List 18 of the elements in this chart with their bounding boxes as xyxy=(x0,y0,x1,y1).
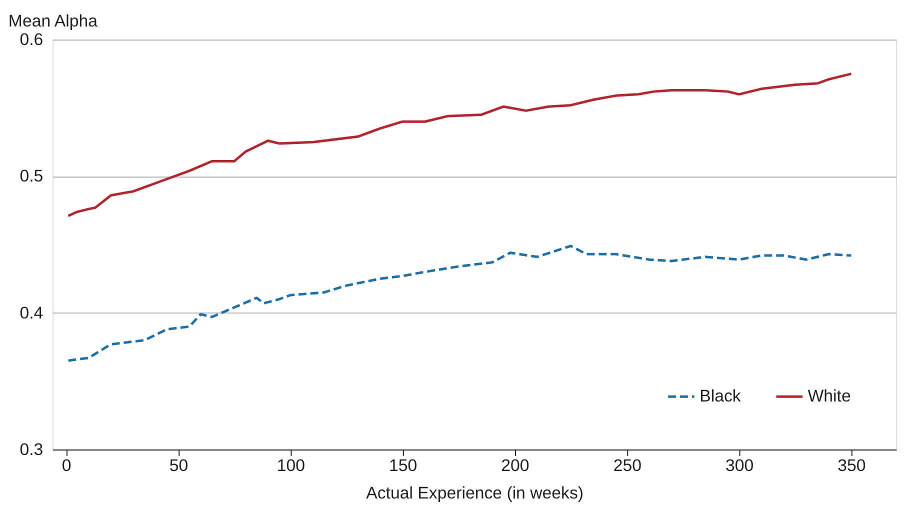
y-tick-label: 0.4 xyxy=(20,303,44,322)
x-axis-title: Actual Experience (in weeks) xyxy=(366,484,584,503)
x-tick-label: 50 xyxy=(169,456,188,475)
x-tick-label: 250 xyxy=(613,456,642,475)
y-axis-title: Mean Alpha xyxy=(8,11,98,30)
y-tick-label: 0.3 xyxy=(20,440,44,459)
x-tick-label: 350 xyxy=(838,456,866,475)
legend-label: White xyxy=(808,386,851,406)
line-series xyxy=(67,72,852,218)
x-tick-label: 0 xyxy=(62,456,72,475)
legend-label: Black xyxy=(700,386,742,406)
y-tick-label: 0.6 xyxy=(20,30,44,50)
x-tick-label: 100 xyxy=(276,456,305,475)
y-tick-label: 0.5 xyxy=(20,166,44,186)
x-tick-label: 200 xyxy=(501,456,530,475)
x-tick-label: 150 xyxy=(388,456,418,475)
line-series xyxy=(67,244,852,362)
x-tick-label: 300 xyxy=(725,456,754,475)
